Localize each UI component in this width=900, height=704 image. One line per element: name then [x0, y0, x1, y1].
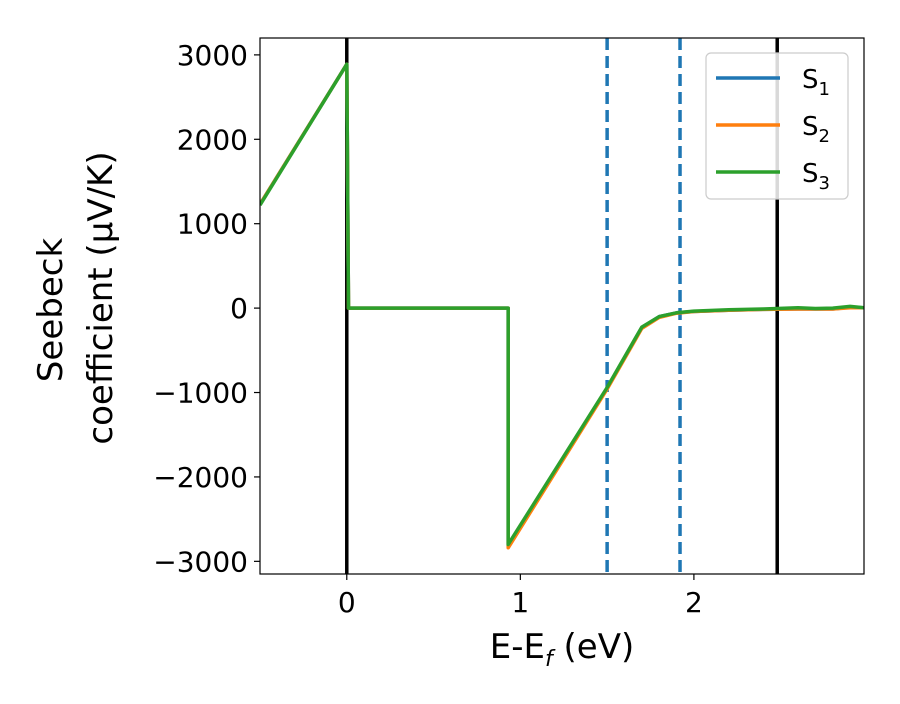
x-axis-label: E-Ef (eV) — [490, 627, 635, 672]
y-axis-label-line1: Seebeck — [31, 238, 71, 383]
y-tick-label: −3000 — [153, 545, 248, 578]
x-axis-ticks: 0 1 2 — [338, 574, 703, 619]
x-tick-label: 0 — [338, 586, 356, 619]
x-axis-label-main: E-E — [490, 627, 545, 667]
y-axis-label-line2: coefficient (μV/K) — [81, 151, 121, 444]
y-tick-label: 0 — [230, 292, 248, 325]
y-axis-ticks: 3000 2000 1000 0 −1000 −2000 −3000 — [153, 39, 260, 578]
x-axis-label-sub: f — [545, 647, 556, 672]
legend-label-3: S3 — [802, 159, 830, 194]
y-tick-label: −2000 — [153, 461, 248, 494]
y-tick-label: 3000 — [177, 39, 248, 72]
x-tick-label: 1 — [511, 586, 529, 619]
legend: S1 S2 S3 — [705, 52, 849, 200]
x-tick-label: 2 — [685, 586, 703, 619]
series-line-3 — [260, 62, 864, 547]
legend-label-1: S1 — [802, 65, 830, 100]
y-tick-label: 2000 — [177, 123, 248, 156]
plot-frame — [259, 37, 865, 575]
x-axis-label-unit: (eV) — [553, 627, 635, 667]
y-tick-label: 1000 — [177, 208, 248, 241]
legend-label-2: S2 — [802, 112, 830, 147]
y-tick-label: −1000 — [153, 377, 248, 410]
